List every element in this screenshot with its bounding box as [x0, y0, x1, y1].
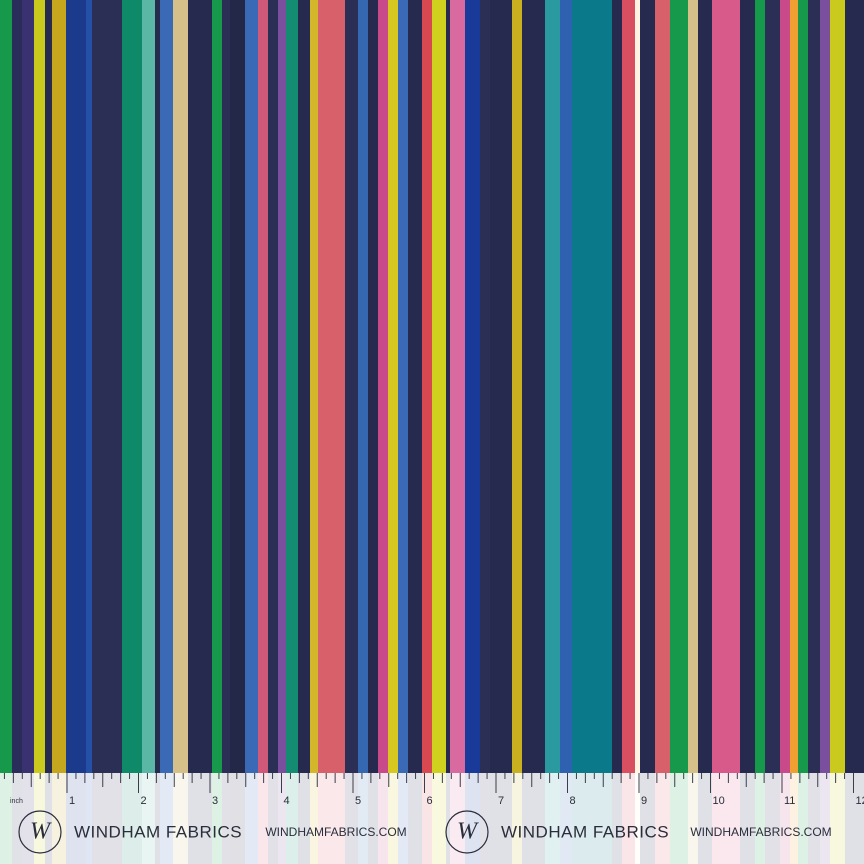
stripe — [845, 0, 864, 864]
stripe — [670, 0, 688, 864]
stripe — [318, 0, 345, 864]
ruler-number: 9 — [641, 795, 647, 807]
stripe — [310, 0, 318, 864]
stripe — [0, 0, 12, 864]
ruler-number: 3 — [212, 795, 218, 807]
stripe — [790, 0, 798, 864]
stripe — [808, 0, 820, 864]
stripe — [798, 0, 808, 864]
branding: W WINDHAM FABRICS WINDHAMFABRICS.COM W WINDH… — [18, 810, 832, 854]
stripe — [188, 0, 212, 864]
brand-url: WINDHAMFABRICS.COM — [265, 825, 406, 839]
stripe — [622, 0, 635, 864]
stripe — [122, 0, 142, 864]
stripe — [298, 0, 310, 864]
stripe — [258, 0, 268, 864]
stripe — [66, 0, 86, 864]
stripe — [712, 0, 740, 864]
stripe — [142, 0, 155, 864]
stripe — [45, 0, 52, 864]
brand-url: WINDHAMFABRICS.COM — [690, 825, 831, 839]
stripe — [278, 0, 286, 864]
stripe — [490, 0, 512, 864]
stripe — [446, 0, 450, 864]
stripe — [230, 0, 245, 864]
ruler-number: 2 — [141, 795, 147, 807]
stripe — [212, 0, 222, 864]
ruler-number: 6 — [427, 795, 433, 807]
stripe — [635, 0, 640, 864]
stripe — [688, 0, 698, 864]
stripe — [640, 0, 655, 864]
stripe — [465, 0, 480, 864]
stripe — [86, 0, 92, 864]
stripe — [12, 0, 22, 864]
stripe — [160, 0, 173, 864]
stripe — [286, 0, 298, 864]
ruler-number: 11 — [784, 795, 795, 807]
stripe — [245, 0, 258, 864]
stripe — [522, 0, 545, 864]
stripe — [820, 0, 830, 864]
stripe — [398, 0, 408, 864]
stripe — [740, 0, 755, 864]
stripe — [155, 0, 160, 864]
stripe — [572, 0, 612, 864]
ruler-number: 8 — [570, 795, 576, 807]
stripe — [655, 0, 670, 864]
stripe — [512, 0, 522, 864]
stripe — [432, 0, 446, 864]
stripe — [268, 0, 278, 864]
stripe — [378, 0, 388, 864]
stripe — [52, 0, 66, 864]
ruler-unit: inch — [10, 798, 23, 805]
stripe — [545, 0, 560, 864]
stripe — [755, 0, 765, 864]
stripe — [22, 0, 34, 864]
stripe — [480, 0, 490, 864]
ruler-number: 10 — [713, 795, 725, 807]
stripe — [780, 0, 790, 864]
stripe — [388, 0, 398, 864]
brand-name: WINDHAM FABRICS — [74, 822, 242, 841]
ruler-number: 5 — [355, 795, 361, 807]
logo-circle — [445, 810, 489, 854]
ruler-number: 4 — [284, 795, 290, 807]
stripe — [173, 0, 188, 864]
brand-name: WINDHAM FABRICS — [501, 822, 669, 841]
stripe — [92, 0, 122, 864]
stripe — [345, 0, 358, 864]
stripe — [830, 0, 845, 864]
stripe — [368, 0, 378, 864]
stripe — [450, 0, 465, 864]
stripe — [408, 0, 422, 864]
stripe — [358, 0, 368, 864]
stripe — [765, 0, 780, 864]
stripe — [222, 0, 230, 864]
ruler-band — [0, 773, 864, 864]
logo-letter: W — [30, 819, 52, 845]
ruler-number: 12 — [856, 795, 864, 807]
logo-circle — [18, 810, 62, 854]
ruler-number: 7 — [498, 795, 504, 807]
stripe — [422, 0, 432, 864]
ruler-number: 1 — [69, 795, 75, 807]
stripe — [560, 0, 572, 864]
ruler: 123456789101112 — [3, 773, 864, 807]
stripe — [612, 0, 622, 864]
stripe — [34, 0, 45, 864]
logo-letter: W — [457, 819, 479, 845]
stripe — [698, 0, 712, 864]
